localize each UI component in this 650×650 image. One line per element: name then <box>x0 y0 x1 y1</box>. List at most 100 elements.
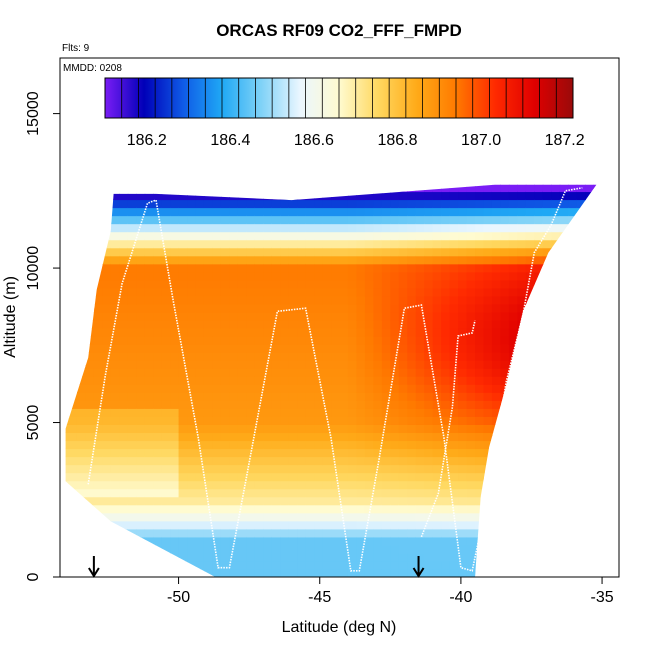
heatmap-cell <box>280 287 290 297</box>
heatmap-cell <box>602 400 611 409</box>
heatmap-cell <box>136 496 146 506</box>
heatmap-cell <box>314 175 323 184</box>
heatmap-cell <box>525 528 535 538</box>
heatmap-cell <box>68 424 78 434</box>
heatmap-cell <box>364 191 374 201</box>
heatmap-cell <box>110 279 120 289</box>
heatmap-cell <box>212 231 222 241</box>
heatmap-cell <box>195 424 205 434</box>
heatmap-cell <box>288 528 298 538</box>
heatmap-cell <box>288 271 298 281</box>
heatmap-cell <box>203 303 214 313</box>
heatmap-cell <box>568 480 578 490</box>
heatmap-cell <box>500 496 510 506</box>
heatmap-cell <box>229 528 239 538</box>
heatmap-cell <box>229 287 239 297</box>
heatmap-cell <box>458 520 468 530</box>
heatmap-cell <box>373 344 383 353</box>
heatmap-cell <box>102 392 112 401</box>
heatmap-cell <box>187 448 197 458</box>
heatmap-cell <box>322 328 332 337</box>
heatmap-cell <box>263 440 273 450</box>
x-tick-label: -50 <box>167 589 190 606</box>
heatmap-cell <box>144 239 154 249</box>
heatmap-cell <box>195 376 205 385</box>
heatmap-cell <box>153 456 163 466</box>
heatmap-cell <box>161 392 171 401</box>
heatmap-cell <box>576 328 586 337</box>
heatmap-cell <box>161 480 171 490</box>
heatmap-cell <box>500 544 510 554</box>
heatmap-cell <box>339 496 349 506</box>
heatmap-cell <box>577 175 586 184</box>
heatmap-cell <box>68 512 78 522</box>
heatmap-cell <box>93 295 103 305</box>
heatmap-cell <box>203 440 214 450</box>
heatmap-cell <box>254 223 264 233</box>
heatmap-cell <box>93 544 103 554</box>
heatmap-cell <box>593 368 597 377</box>
heatmap-cell <box>534 520 544 530</box>
heatmap-cell <box>424 247 434 257</box>
heatmap-cell <box>568 528 578 538</box>
heatmap-cell <box>187 560 197 570</box>
heatmap-cell <box>500 536 510 546</box>
heatmap-cell <box>144 231 154 241</box>
heatmap-cell <box>381 440 391 450</box>
heatmap-cell <box>144 311 154 321</box>
heatmap-cell <box>272 175 281 184</box>
heatmap-cell <box>373 231 383 241</box>
heatmap-cell <box>68 239 78 249</box>
heatmap-cell <box>415 344 425 353</box>
heatmap-cell <box>322 360 332 369</box>
heatmap-cell <box>246 352 256 361</box>
heatmap-cell <box>127 271 137 281</box>
heatmap-cell <box>475 215 485 225</box>
heatmap-cell <box>339 328 349 337</box>
heatmap-cell <box>178 544 188 554</box>
heatmap-cell <box>246 400 256 409</box>
heatmap-cell <box>466 480 476 490</box>
heatmap-cell <box>347 520 358 530</box>
heatmap-cell <box>65 528 70 538</box>
heatmap-cell <box>288 207 298 217</box>
heatmap-cell <box>347 536 358 546</box>
heatmap-cell <box>102 384 112 393</box>
heatmap-cell <box>390 456 400 466</box>
heatmap-cell <box>525 184 535 193</box>
heatmap-cell <box>339 480 349 490</box>
heatmap-cell <box>483 384 493 393</box>
heatmap-cell <box>288 464 298 474</box>
heatmap-cell <box>246 279 256 289</box>
heatmap-cell <box>288 199 298 209</box>
heatmap-cell <box>85 416 95 425</box>
heatmap-cell <box>161 263 171 273</box>
heatmap-cell <box>212 311 222 321</box>
heatmap-cell <box>356 255 366 265</box>
heatmap-cell <box>593 488 597 498</box>
heatmap-cell <box>246 184 256 193</box>
heatmap-cell <box>297 271 307 281</box>
heatmap-cell <box>280 512 290 522</box>
heatmap-cell <box>390 215 400 225</box>
heatmap-cell <box>322 255 332 265</box>
heatmap-cell <box>432 392 442 401</box>
heatmap-cell <box>593 560 597 570</box>
heatmap-cell <box>364 336 374 345</box>
heatmap-cell <box>432 352 442 361</box>
heatmap-cell <box>187 472 197 482</box>
heatmap-cell <box>331 255 341 265</box>
heatmap-cell <box>297 568 307 577</box>
heatmap-cell <box>390 199 400 209</box>
heatmap-cell <box>93 191 103 201</box>
heatmap-cell <box>602 272 611 281</box>
heatmap-cell <box>491 376 502 385</box>
heatmap-cell <box>153 344 163 353</box>
heatmap-cell <box>441 544 451 554</box>
heatmap-cell <box>542 464 552 474</box>
heatmap-cell <box>127 392 137 401</box>
heatmap-cell <box>398 279 408 289</box>
heatmap-cell <box>483 191 493 201</box>
heatmap-cell <box>263 488 273 498</box>
heatmap-cell <box>398 295 408 305</box>
